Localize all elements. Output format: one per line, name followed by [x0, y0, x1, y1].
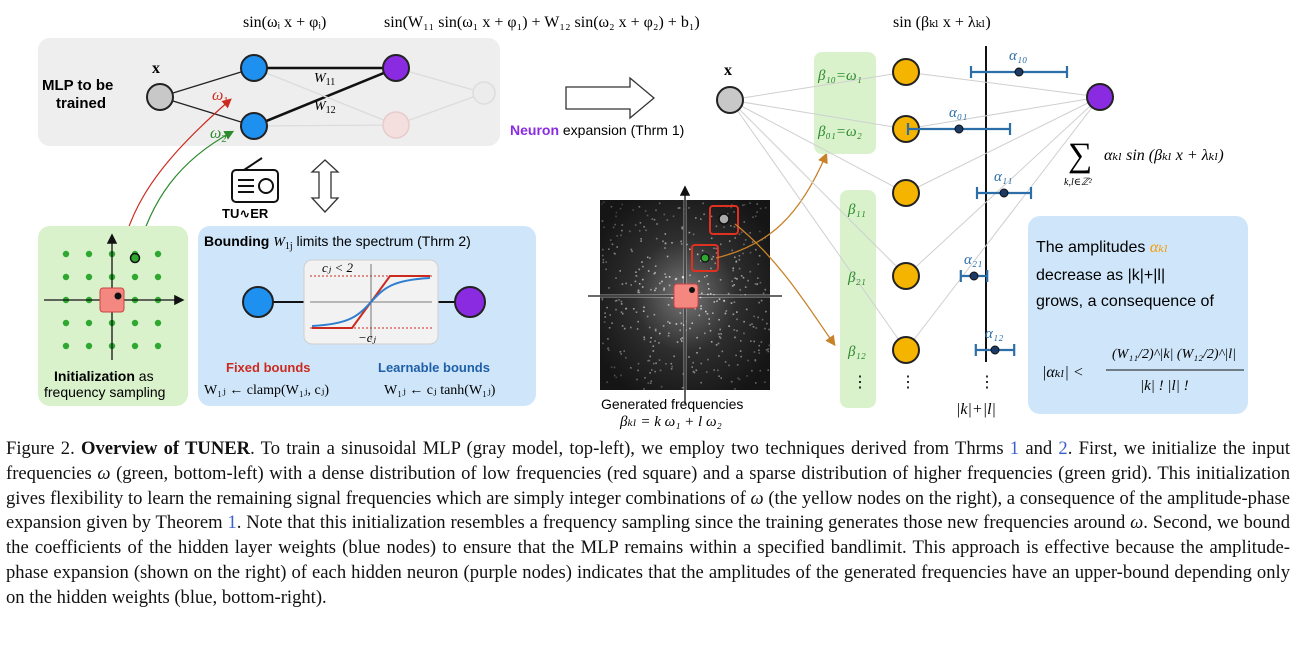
- beta-vdots: ⋮: [852, 374, 868, 391]
- grid-dot: [85, 319, 93, 327]
- w11-label: W11: [314, 71, 335, 88]
- alpha-point: [1014, 67, 1024, 77]
- grid-dot: [154, 250, 162, 258]
- sum-symbol: ∑: [1068, 137, 1092, 174]
- tuner-logo: TU∿ER: [222, 157, 279, 221]
- mlp-hidden-node-2-faded: [382, 111, 410, 139]
- grid-dot: [62, 250, 70, 258]
- bounding-purple-node: [454, 286, 486, 318]
- yellow-frequency-node: [892, 336, 920, 364]
- yellow-frequency-node: [892, 58, 920, 86]
- low-frequency-square: [99, 287, 125, 313]
- amplitude-line3: grows, a consequence of: [1036, 293, 1214, 310]
- grid-dot: [85, 342, 93, 350]
- grid-dot: [62, 273, 70, 281]
- fixed-bounds-formula: W₁ⱼ ← clamp(W₁ⱼ, cⱼ): [204, 383, 329, 398]
- expansion-top-formula: sin (βₖₗ x + λₖₗ): [893, 14, 991, 31]
- expansion-arrow-icon: [565, 76, 656, 120]
- expansion-input-node: [716, 86, 744, 114]
- mlp-input-label: x: [152, 60, 160, 77]
- caption-title: Overview of TUNER: [80, 438, 251, 459]
- grid-dot: [131, 273, 139, 281]
- sum-term: αₖₗ sin (βₖₗ x + λₖₗ): [1104, 147, 1224, 164]
- bound-upper-label: cⱼ < 2: [322, 260, 353, 275]
- amplitude-line1: The amplitudes αₖₗ: [1036, 239, 1168, 256]
- learnable-bounds-formula: W₁ⱼ ← cⱼ tanh(W₁ⱼ): [384, 383, 496, 398]
- alpha-point: [990, 345, 1000, 355]
- beta-label: β₁₁: [847, 202, 866, 218]
- spectrum-caption-line2: βₖₗ = k ω₁ + l ω₂: [619, 414, 722, 430]
- mlp-hidden-node-1: [382, 54, 410, 82]
- init-title: Initialization as: [54, 368, 154, 384]
- alpha-point: [954, 124, 964, 134]
- yellow-frequency-node: [892, 262, 920, 290]
- grid-dot: [154, 273, 162, 281]
- thrm-1-link[interactable]: 1: [1009, 438, 1020, 459]
- alpha-point: [969, 271, 979, 281]
- bounding-panel: Bounding W1j limits the spectrum (Thrm 2…: [198, 226, 536, 406]
- bounding-blue-node: [242, 286, 274, 318]
- inequality-lhs: |αₖₗ| <: [1042, 364, 1084, 381]
- grid-dot: [131, 342, 139, 350]
- amplitude-line2: decrease as |k|+|l|: [1036, 267, 1165, 284]
- mlp-panel: MLP to be trained x ω1 ω2 W11 W12 sin(ωᵢ…: [38, 14, 700, 146]
- figure-caption: Figure 2. Overview of TUNER. To train a …: [6, 438, 1291, 608]
- spectrum-caption-line1: Generated frequencies: [601, 396, 743, 412]
- hidden-layer-formula: sin(W₁₁ sin(ω₁ x + φ₁) + W₁₂ sin(ω₂ x + …: [384, 14, 700, 31]
- grid-dot: [62, 319, 70, 327]
- double-arrow-icon: [310, 159, 340, 213]
- tanh-curve: [311, 277, 431, 327]
- grid-dot: [85, 250, 93, 258]
- mlp-label-line1: MLP to be: [42, 77, 113, 94]
- mlp-input-node: [146, 83, 174, 111]
- amplitude-panel: The amplitudes αₖₗ decrease as |k|+|l| g…: [1028, 216, 1248, 414]
- bound-lower-label: −cⱼ: [358, 330, 377, 345]
- theorem-1-link[interactable]: 1: [227, 512, 237, 534]
- alpha-point: [999, 188, 1009, 198]
- beta-label: β₁₀=ω₁: [817, 68, 862, 84]
- mlp-first-layer-node-2: [240, 112, 268, 140]
- yellow-frequency-node: [892, 179, 920, 207]
- tuner-logo-text: TU∿ER: [222, 206, 269, 221]
- expansion-network: sin (βₖₗ x + λₖₗ) x β₁₀=ω₁ β₀₁=ω₂ β₁₁ β₂₁ β₁…: [716, 14, 1224, 418]
- tuner-overview-figure: MLP to be trained x ω1 ω2 W11 W12 sin(ωᵢ…: [38, 14, 1248, 430]
- inequality-denominator: |k| ! |l| !: [1140, 378, 1189, 394]
- alpha-label: α₁₀: [1009, 48, 1027, 64]
- expansion-output-node: [1086, 83, 1114, 111]
- w12-label: W12: [314, 99, 336, 116]
- mlp-first-layer-node-1: [240, 54, 268, 82]
- init-panel: Initialization as frequency sampling: [38, 226, 188, 406]
- mlp-output-node-faded: [472, 81, 496, 105]
- first-layer-formula: sin(ωᵢ x + φᵢ): [243, 14, 326, 31]
- caption-label: Figure 2.: [6, 438, 75, 459]
- beta-label: β₂₁: [847, 270, 866, 286]
- grid-dot: [154, 319, 162, 327]
- generated-frequency-spectrum: Generated frequencies βₖₗ = k ω₁ + l ω₂: [588, 185, 782, 430]
- learnable-bounds-label: Learnable bounds: [378, 360, 490, 375]
- grid-dot: [131, 319, 139, 327]
- grid-dot: [85, 273, 93, 281]
- sum-subscript: k,l∈ℤ²: [1064, 177, 1093, 188]
- bounding-title: Bounding W1j limits the spectrum (Thrm 2…: [204, 233, 471, 252]
- alpha-label: α₀₁: [949, 105, 967, 121]
- init-subtitle: frequency sampling: [44, 384, 165, 400]
- alpha-label: α₁₁: [994, 169, 1012, 185]
- inequality-numerator: (W₁₁/2)^|k| (W₁₂/2)^|l|: [1112, 347, 1236, 362]
- mlp-label-line2: trained: [56, 95, 106, 112]
- node-vdots: ⋮: [900, 374, 916, 391]
- axis-vdots: ⋮: [979, 374, 995, 391]
- grid-dot: [62, 342, 70, 350]
- fixed-bounds-label: Fixed bounds: [226, 360, 311, 375]
- grid-dot: [154, 342, 162, 350]
- expansion-input-label: x: [724, 62, 732, 79]
- alpha-label: α₂₁: [964, 252, 982, 268]
- axis-label: |k|+|l|: [956, 401, 996, 418]
- neuron-expansion-label: Neuron expansion (Thrm 1): [510, 122, 684, 138]
- beta-label: β₀₁=ω₂: [817, 124, 862, 140]
- thrm-2-link[interactable]: 2: [1058, 438, 1068, 459]
- beta-label: β₁₂: [847, 344, 866, 360]
- alpha-label: α₁₂: [985, 326, 1003, 342]
